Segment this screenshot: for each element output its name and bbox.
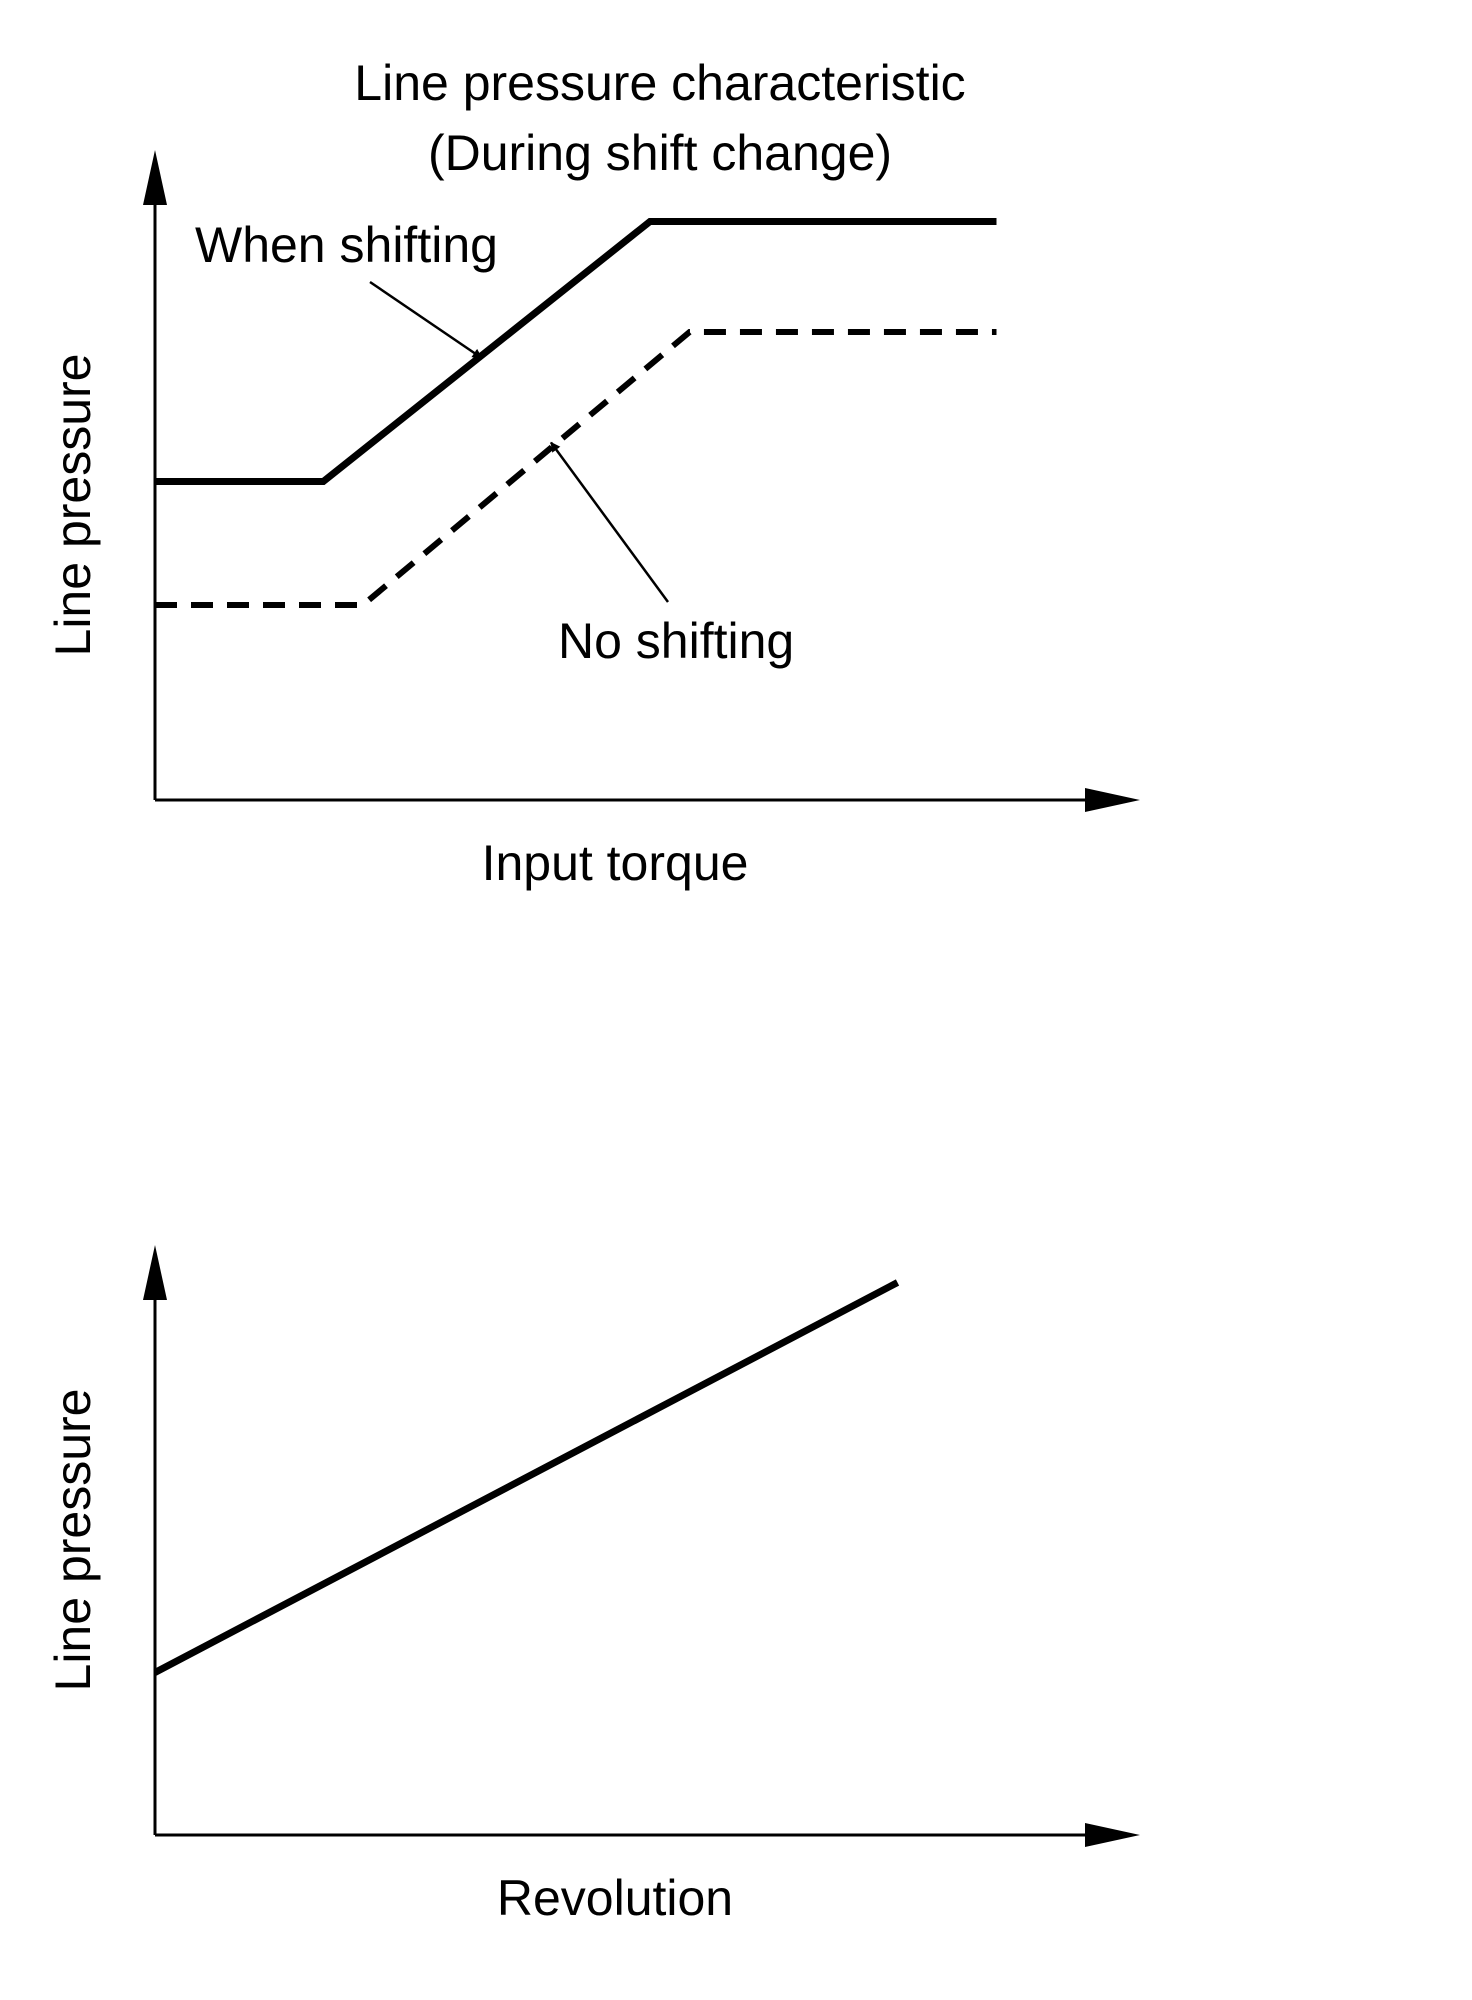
series-no-shifting (155, 329, 997, 608)
y-axis (143, 150, 167, 800)
chart-subtitle: (During shift change) (428, 125, 892, 181)
y-axis-label: Line pressure (45, 1389, 101, 1692)
y-axis-arrowhead (143, 1245, 167, 1300)
y-axis (143, 1245, 167, 1835)
x-axis-label: Input torque (482, 835, 749, 891)
chart-revolution: Line pressure Revolution (45, 1245, 1140, 1926)
chart-title: Line pressure characteristic (354, 55, 965, 111)
x-axis (155, 788, 1140, 812)
x-axis-label: Revolution (497, 1870, 733, 1926)
series-line-pressure-vs-revolution (153, 1279, 900, 1676)
annotation-when-shifting: When shifting (195, 217, 498, 273)
y-axis-label: Line pressure (45, 354, 101, 657)
annotation-when-shifting-arrow (369, 280, 483, 360)
y-axis-arrowhead (143, 150, 167, 205)
annotation-no-shifting: No shifting (558, 613, 794, 669)
x-axis (155, 1823, 1140, 1847)
x-axis-arrowhead (1085, 1823, 1140, 1847)
x-axis-arrowhead (1085, 788, 1140, 812)
chart-input-torque: Line pressure characteristic (During shi… (45, 55, 1140, 891)
annotation-no-shifting-arrow (549, 441, 670, 603)
series-when-shifting (155, 218, 997, 485)
